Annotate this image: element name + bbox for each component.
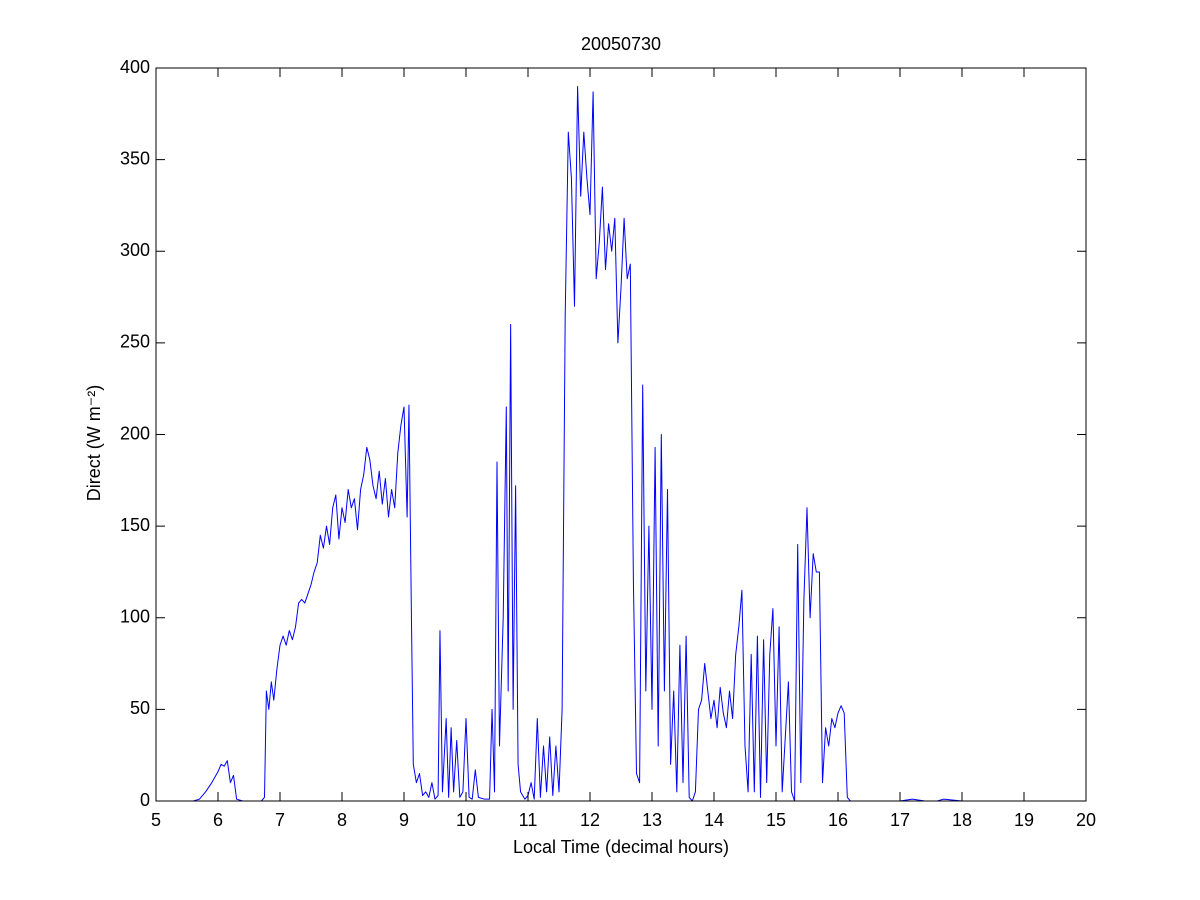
- y-tick-label: 300: [120, 240, 150, 260]
- x-tick-label: 8: [337, 810, 347, 830]
- x-tick-label: 6: [213, 810, 223, 830]
- y-tick-label: 250: [120, 332, 150, 352]
- y-tick-label: 350: [120, 148, 150, 168]
- y-tick-label: 100: [120, 607, 150, 627]
- data-line: [187, 85, 1024, 802]
- y-tick-label: 50: [130, 698, 150, 718]
- x-tick-label: 16: [828, 810, 848, 830]
- x-tick-label: 17: [890, 810, 910, 830]
- y-tick-label: 0: [140, 790, 150, 810]
- x-tick-label: 19: [1014, 810, 1034, 830]
- x-tick-label: 5: [151, 810, 161, 830]
- x-tick-label: 14: [704, 810, 724, 830]
- y-tick-label: 150: [120, 515, 150, 535]
- x-tick-label: 15: [766, 810, 786, 830]
- x-tick-label: 11: [519, 810, 538, 830]
- x-tick-label: 7: [275, 810, 285, 830]
- x-tick-label: 10: [456, 810, 476, 830]
- x-tick-label: 13: [642, 810, 662, 830]
- y-axis-label: Direct (W m⁻²): [84, 385, 104, 501]
- x-tick-label: 12: [580, 810, 600, 830]
- y-tick-label: 400: [120, 57, 150, 77]
- x-tick-label: 9: [399, 810, 409, 830]
- x-axis-label: Local Time (decimal hours): [513, 837, 729, 857]
- chart-title: 20050730: [581, 34, 661, 54]
- x-tick-label: 20: [1076, 810, 1096, 830]
- x-tick-label: 18: [952, 810, 972, 830]
- y-tick-label: 200: [120, 423, 150, 443]
